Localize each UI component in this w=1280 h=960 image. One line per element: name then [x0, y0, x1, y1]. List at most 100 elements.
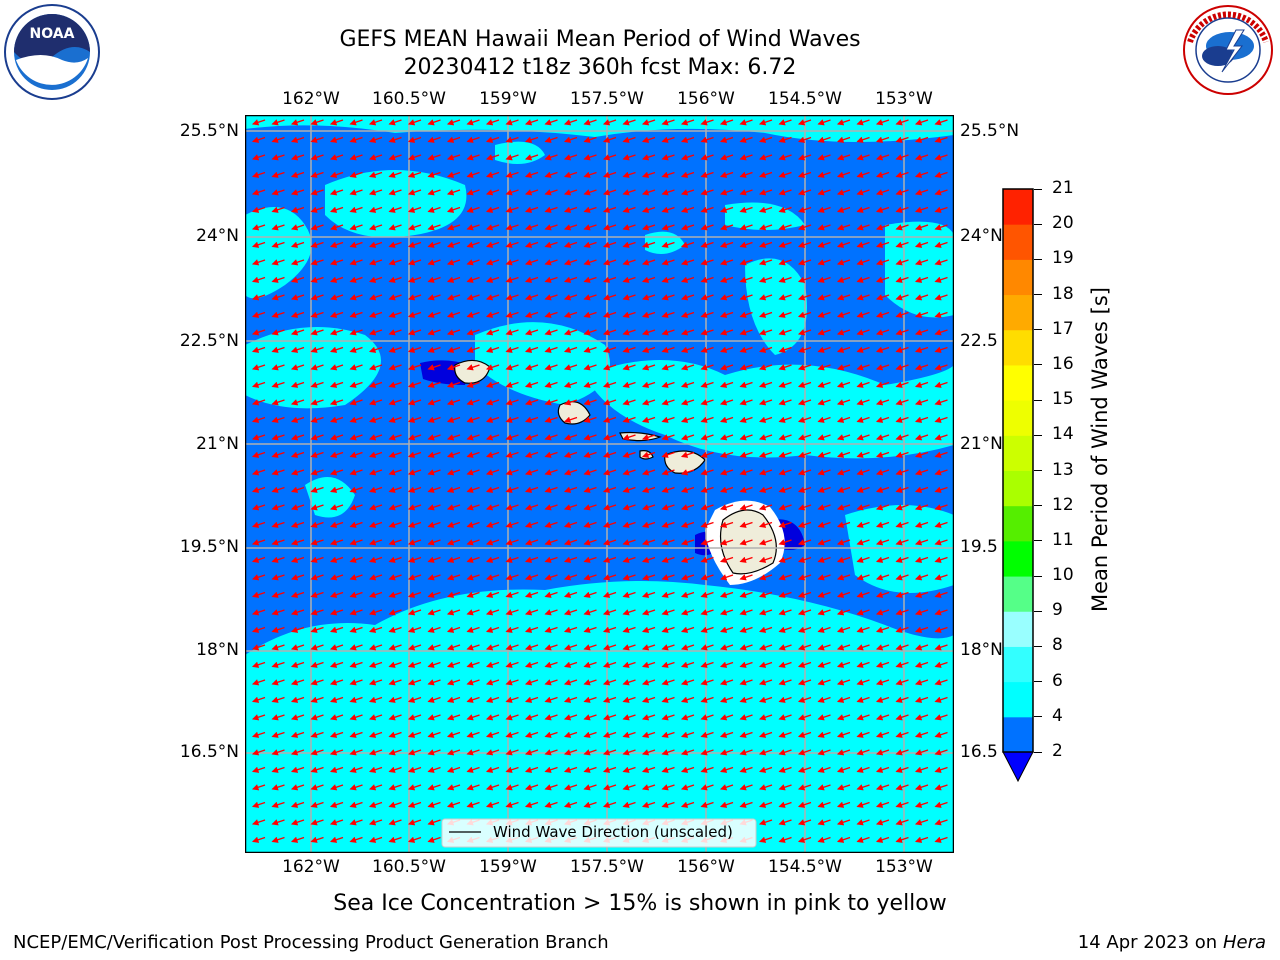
wave-direction-arrow: [505, 381, 519, 388]
wave-direction-arrow: [661, 434, 675, 441]
wave-direction-arrow: [739, 346, 753, 353]
wave-direction-arrow: [641, 521, 656, 528]
colorbar-tick-label: 17: [1052, 318, 1074, 339]
wave-direction-arrow: [446, 364, 461, 371]
wave-direction-arrow: [778, 486, 792, 493]
wave-direction-arrow: [466, 364, 480, 371]
wave-direction-arrow: [485, 276, 500, 283]
wave-direction-arrow: [719, 416, 734, 423]
wave-direction-arrow: [329, 119, 344, 126]
colorbar-band: [1003, 400, 1033, 436]
wave-direction-arrow: [602, 294, 617, 301]
wave-direction-arrow: [505, 154, 519, 161]
wave-direction-arrow: [251, 539, 266, 546]
wave-direction-arrow: [661, 416, 675, 423]
wave-direction-arrow: [349, 416, 363, 423]
wave-direction-arrow: [934, 416, 948, 423]
wave-direction-arrow: [368, 434, 383, 441]
wave-direction-arrow: [914, 136, 929, 143]
wave-direction-arrow: [368, 276, 383, 283]
wave-direction-arrow: [271, 521, 285, 528]
footer-date: 14 Apr 2023 on: [1077, 932, 1223, 953]
colorbar-band: [1003, 224, 1033, 260]
wave-direction-arrow: [700, 416, 714, 423]
wave-direction-arrow: [856, 469, 870, 476]
noaa-logo: NOAA: [4, 4, 100, 100]
colorbar-band: [1003, 646, 1033, 683]
wave-direction-arrow: [758, 521, 773, 528]
wave-direction-arrow: [934, 434, 948, 441]
wave-direction-arrow: [895, 171, 909, 178]
wave-direction-arrow: [758, 434, 773, 441]
wave-direction-arrow: [680, 486, 695, 493]
wave-direction-arrow: [758, 189, 773, 196]
colorbar-tick-label: 19: [1052, 248, 1074, 269]
footer-right: 14 Apr 2023 on Hera: [1078, 932, 1266, 953]
wave-direction-arrow: [310, 241, 324, 248]
wave-direction-arrow: [446, 136, 461, 143]
wave-direction-arrow: [388, 294, 402, 301]
wave-direction-arrow: [466, 171, 480, 178]
wave-direction-arrow: [739, 311, 753, 318]
wave-direction-arrow: [680, 259, 695, 266]
wave-direction-arrow: [836, 276, 851, 283]
wave-direction-arrow: [524, 364, 539, 371]
wave-direction-arrow: [329, 294, 344, 301]
wave-direction-arrow: [583, 346, 597, 353]
wave-direction-arrow: [856, 224, 870, 231]
wave-direction-arrow: [388, 521, 402, 528]
wave-direction-arrow: [407, 171, 422, 178]
wave-direction-arrow: [544, 434, 558, 441]
wave-direction-arrow: [427, 434, 441, 441]
wave-direction-arrow: [797, 311, 812, 318]
wave-direction-arrow: [524, 346, 539, 353]
wave-direction-arrow: [466, 346, 480, 353]
lon-label: 162°W: [282, 89, 340, 109]
wave-direction-arrow: [680, 206, 695, 213]
wave-direction-arrow: [583, 259, 597, 266]
wave-direction-arrow: [797, 259, 812, 266]
wave-direction-arrow: [875, 346, 890, 353]
wave-direction-arrow: [895, 136, 909, 143]
wave-direction-arrow: [602, 399, 617, 406]
wave-direction-arrow: [914, 154, 929, 161]
legend-label: Wind Wave Direction (unscaled): [493, 823, 733, 841]
wave-direction-arrow: [661, 381, 675, 388]
wave-direction-arrow: [349, 171, 363, 178]
wave-direction-arrow: [700, 241, 714, 248]
wave-direction-arrow: [797, 329, 812, 336]
wave-direction-arrow: [856, 241, 870, 248]
wave-direction-arrow: [583, 469, 597, 476]
wave-direction-arrow: [271, 399, 285, 406]
wave-direction-arrow: [719, 259, 734, 266]
wave-direction-arrow: [641, 224, 656, 231]
wave-direction-arrow: [641, 486, 656, 493]
wave-direction-arrow: [583, 486, 597, 493]
wave-direction-arrow: [466, 206, 480, 213]
wave-direction-arrow: [524, 171, 539, 178]
wave-direction-arrow: [680, 451, 695, 458]
wave-direction-arrow: [271, 329, 285, 336]
wave-direction-arrow: [817, 451, 831, 458]
wave-direction-arrow: [914, 451, 929, 458]
wave-direction-arrow: [895, 469, 909, 476]
wave-direction-arrow: [680, 189, 695, 196]
wave-direction-arrow: [388, 329, 402, 336]
wave-direction-arrow: [895, 329, 909, 336]
wave-direction-arrow: [427, 346, 441, 353]
wave-direction-arrow: [856, 521, 870, 528]
wave-direction-arrow: [934, 486, 948, 493]
wave-direction-arrow: [427, 136, 441, 143]
wave-direction-arrow: [329, 451, 344, 458]
wave-direction-arrow: [641, 206, 656, 213]
wave-direction-arrow: [797, 416, 812, 423]
wave-direction-arrow: [290, 136, 305, 143]
wave-direction-arrow: [797, 399, 812, 406]
wave-direction-arrow: [875, 136, 890, 143]
wave-direction-arrow: [934, 259, 948, 266]
wave-direction-arrow: [563, 416, 578, 423]
wave-direction-arrow: [349, 504, 363, 511]
wave-direction-arrow: [524, 521, 539, 528]
wave-direction-arrow: [797, 294, 812, 301]
colorbar-tick-mark: [1034, 294, 1042, 296]
